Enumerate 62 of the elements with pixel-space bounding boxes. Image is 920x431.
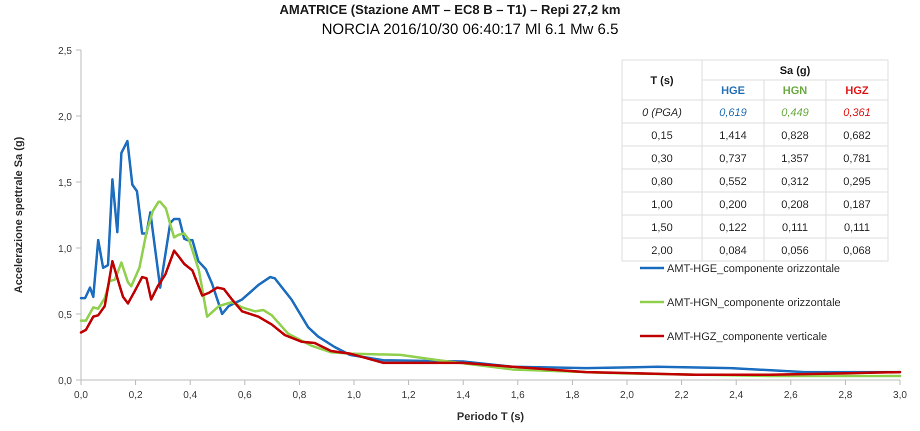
text: 0,208: [781, 199, 809, 211]
text: 1,414: [719, 130, 747, 142]
x-tick-label: 1,2: [402, 390, 416, 401]
y-tick-label: 1,5: [58, 178, 72, 189]
text: 0,552: [719, 176, 747, 188]
x-tick-label: 3,0: [893, 390, 908, 401]
x-tick-label: 2,2: [674, 390, 689, 401]
text: 0,056: [781, 245, 809, 257]
chart-title: AMATRICE (Stazione AMT – EC8 B – T1) – Repi 27,2 km: [280, 2, 620, 17]
text: 0,111: [844, 222, 870, 234]
text: 0,682: [843, 130, 871, 142]
x-tick-label: 1,6: [510, 390, 526, 401]
text: 0,111: [782, 222, 808, 234]
x-tick-label: 0,0: [74, 390, 88, 401]
text: 0,619: [719, 107, 747, 119]
text: 0,361: [843, 107, 871, 119]
x-tick-label: 2,4: [729, 390, 744, 401]
x-tick-label: 1,0: [347, 390, 362, 401]
y-tick-label: 2,0: [58, 112, 72, 123]
text: 0,737: [719, 153, 747, 165]
x-tick-label: 0,6: [238, 390, 252, 401]
legend-label: AMT-HGN_componente orizzontale: [667, 297, 841, 309]
text: 0,187: [843, 199, 871, 211]
x-tick-label: 0,8: [292, 390, 307, 401]
category-label: 0 (PGA): [642, 107, 682, 119]
legend-label: AMT-HGZ_componente verticale: [667, 331, 828, 343]
text: 0,828: [781, 130, 809, 142]
x-tick-label: 0,4: [183, 390, 198, 401]
text: 1,357: [781, 153, 809, 165]
x-tick-label: 2,0: [620, 390, 634, 401]
x-tick-label: 2,8: [838, 390, 853, 401]
category-label: 1,00: [651, 199, 673, 211]
y-tick-label: 2,5: [58, 46, 72, 57]
text: 0,084: [719, 245, 747, 257]
y-axis-title: Accelerazione spettrale Sa (g): [13, 136, 25, 294]
text: Sa (g): [780, 65, 811, 77]
category-label: 0,30: [651, 153, 673, 165]
category-label: 0,80: [651, 176, 673, 188]
text: 0,449: [781, 107, 809, 119]
y-tick-label: 0,0: [58, 376, 72, 387]
x-tick-label: 1,8: [565, 390, 580, 401]
category-label: HGZ: [845, 85, 869, 97]
category-label: HGE: [721, 85, 745, 97]
x-tick-label: 2,6: [784, 390, 798, 401]
y-tick-label: 1,0: [58, 244, 72, 255]
text: 0,200: [719, 199, 747, 211]
text: 0,312: [781, 176, 809, 188]
text: 0,295: [843, 176, 871, 188]
x-tick-label: 1,4: [456, 390, 471, 401]
category-label: 1,50: [651, 222, 673, 234]
chart-subtitle: NORCIA 2016/10/30 06:40:17 Ml 6.1 Mw 6.5: [322, 21, 618, 38]
text: 0,781: [843, 153, 871, 165]
text: 0,068: [843, 245, 871, 257]
x-tick-label: 0,2: [128, 390, 143, 401]
text: T (s): [650, 75, 674, 87]
category-label: 2,00: [651, 245, 673, 257]
text: 0,122: [719, 222, 747, 234]
legend-label: AMT-HGE_componente orizzontale: [667, 263, 840, 275]
category-label: HGN: [782, 85, 808, 97]
x-axis-title: Periodo T (s): [456, 411, 524, 423]
category-label: 0,15: [651, 130, 673, 142]
y-tick-label: 0,5: [58, 310, 72, 321]
